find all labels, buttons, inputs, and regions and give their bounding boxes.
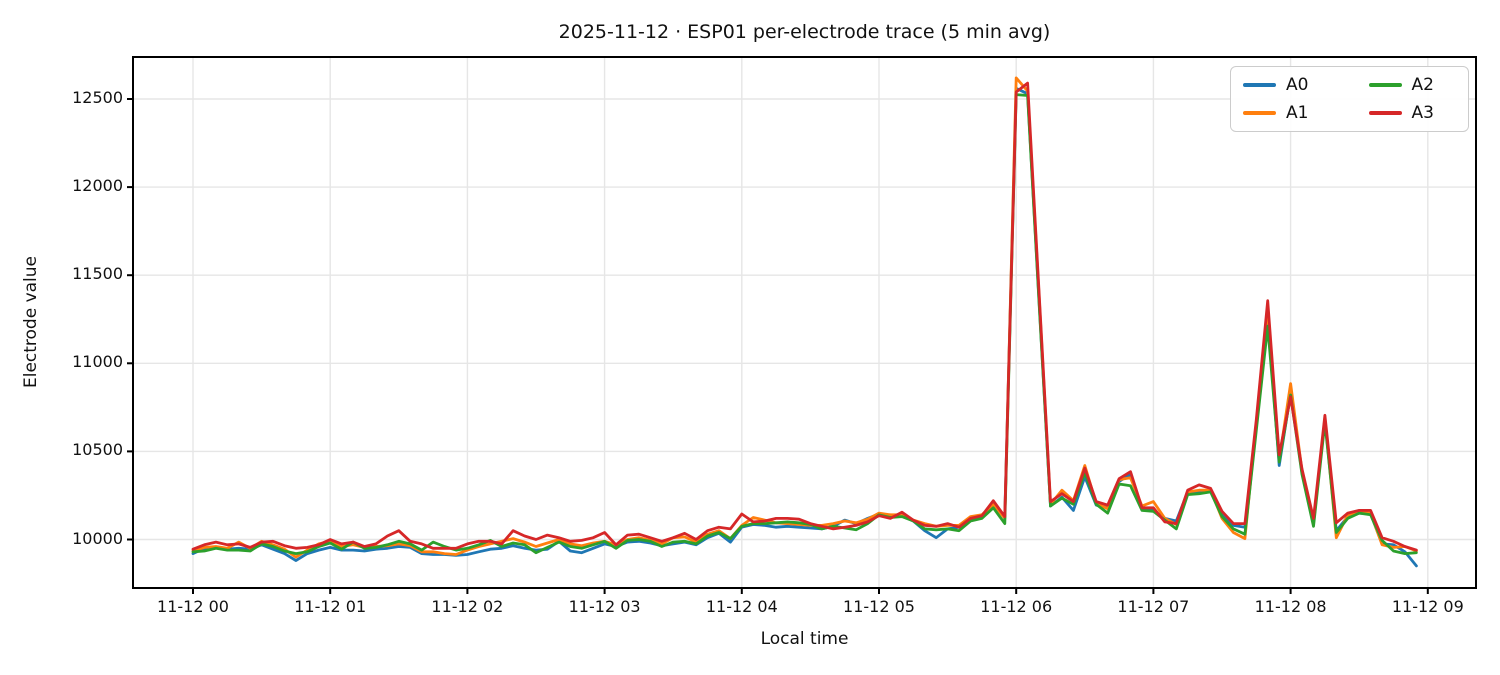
x-tick-label: 11-12 05 bbox=[843, 597, 915, 616]
chart-title: 2025-11-12 · ESP01 per-electrode trace (… bbox=[558, 21, 1051, 43]
x-axis-label: Local time bbox=[760, 629, 849, 649]
legend-item-a1: A1 bbox=[1243, 103, 1331, 123]
legend-line-sample-a2 bbox=[1368, 83, 1402, 87]
x-tick-label: 11-12 09 bbox=[1391, 597, 1464, 616]
x-tick-label: 11-12 00 bbox=[157, 597, 229, 616]
y-tick-label: 12000 bbox=[72, 176, 123, 196]
legend-item-a3: A3 bbox=[1368, 103, 1457, 123]
legend-item-a2: A2 bbox=[1368, 75, 1457, 95]
x-tick-label: 11-12 03 bbox=[568, 597, 641, 616]
series-line-a2 bbox=[191, 93, 1418, 555]
legend: A0 A1 A2 A3 bbox=[1230, 66, 1469, 132]
legend-label-a2: A2 bbox=[1411, 75, 1434, 95]
x-tick-label: 11-12 01 bbox=[294, 597, 367, 616]
y-tick-label: 10500 bbox=[72, 440, 123, 460]
series-line-a0 bbox=[191, 87, 1418, 568]
y-tick-label: 10000 bbox=[72, 528, 123, 548]
x-tick-label: 11-12 02 bbox=[431, 597, 504, 616]
y-tick-label: 11500 bbox=[72, 264, 123, 284]
legend-label-a3: A3 bbox=[1411, 103, 1434, 123]
y-tick-label: 12500 bbox=[72, 88, 123, 107]
legend-label-a0: A0 bbox=[1286, 75, 1309, 95]
series-line-a1 bbox=[191, 76, 1418, 559]
plot-frame bbox=[132, 56, 1477, 589]
y-tick-label: 11000 bbox=[72, 352, 123, 372]
series-line-a3 bbox=[191, 81, 1418, 552]
legend-item-a0: A0 bbox=[1243, 75, 1331, 95]
legend-label-a1: A1 bbox=[1286, 103, 1309, 123]
legend-line-sample-a3 bbox=[1368, 111, 1402, 115]
legend-line-sample-a1 bbox=[1243, 111, 1276, 115]
x-tick-label: 11-12 04 bbox=[705, 597, 778, 616]
legend-line-sample-a0 bbox=[1243, 83, 1276, 87]
x-tick-label: 11-12 06 bbox=[980, 597, 1053, 616]
x-tick-label: 11-12 08 bbox=[1254, 597, 1327, 616]
x-tick-label: 11-12 07 bbox=[1117, 597, 1190, 616]
